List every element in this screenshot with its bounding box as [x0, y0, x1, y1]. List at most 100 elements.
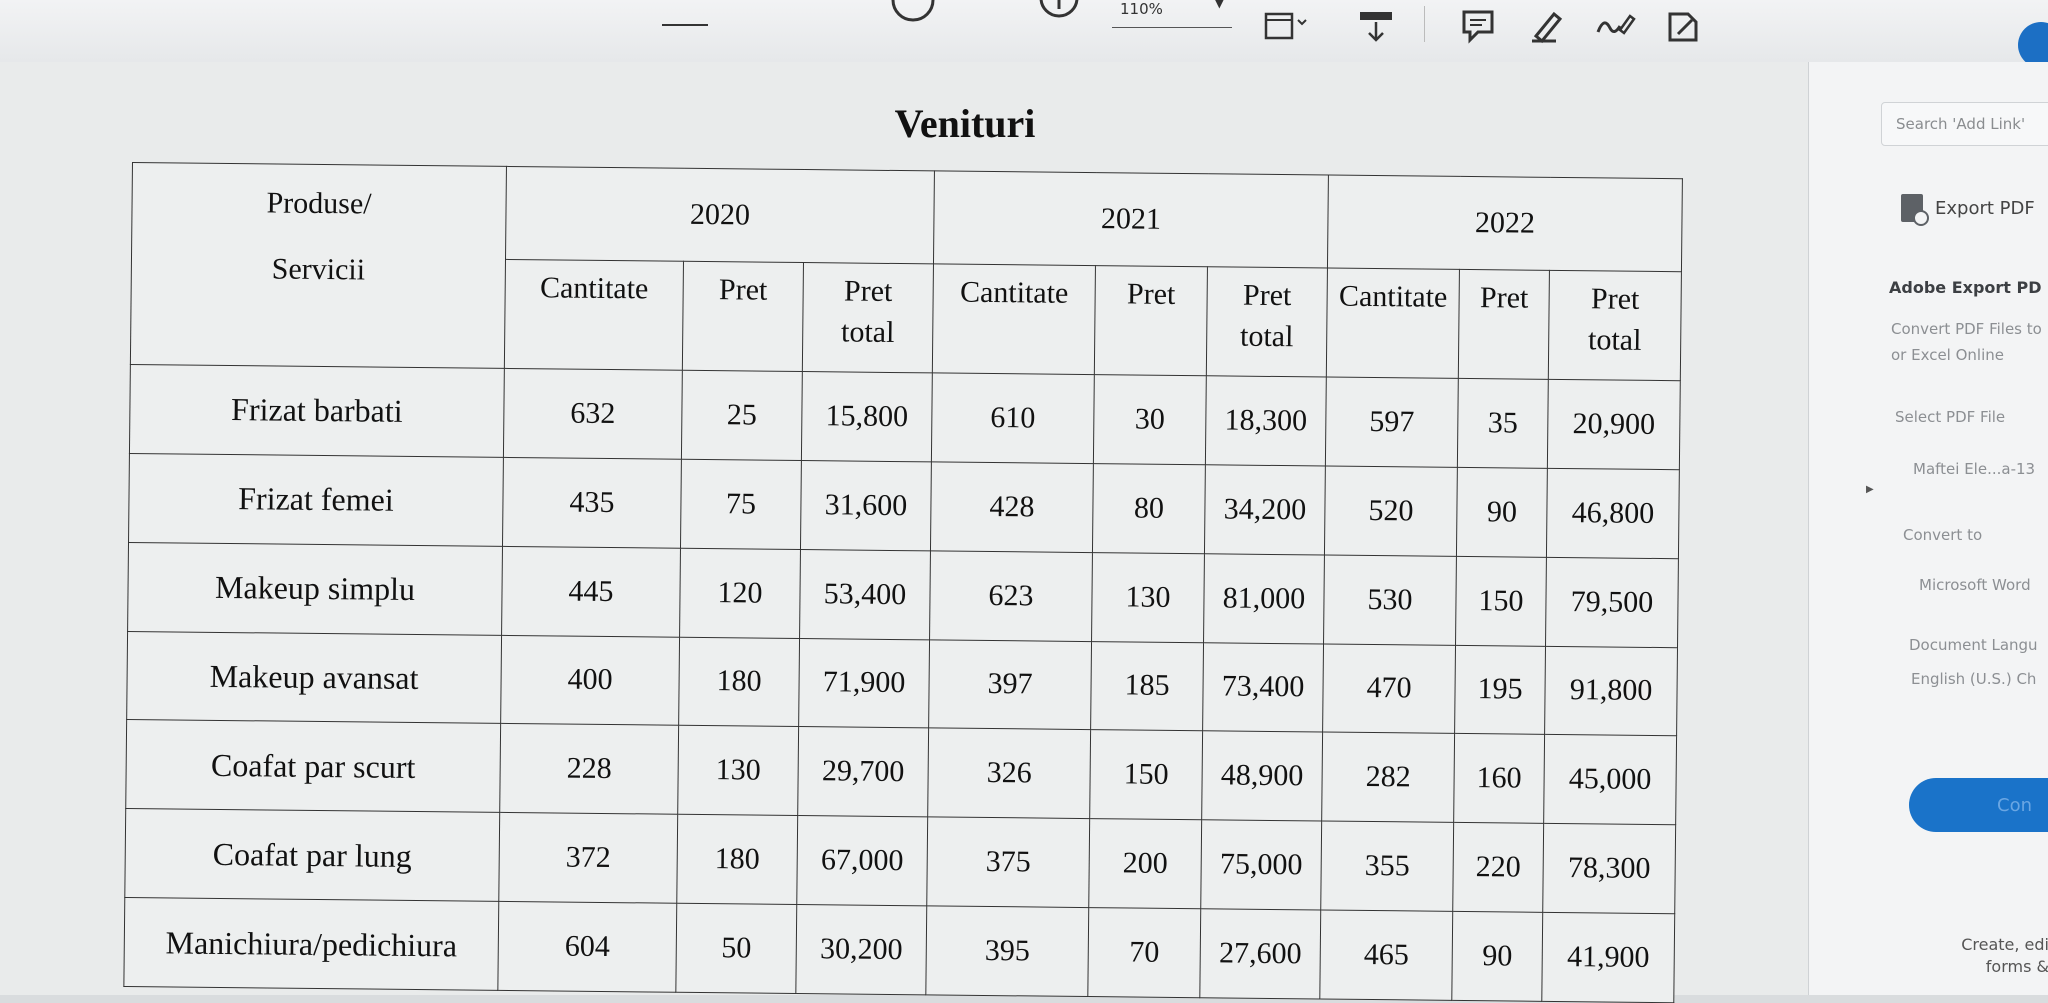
- qty-2021-cell: 375: [926, 817, 1090, 908]
- price-2022-cell: 160: [1453, 733, 1545, 824]
- format-select[interactable]: Microsoft Word: [1919, 576, 2031, 594]
- panel-desc-line-1: Convert PDF Files to: [1891, 320, 2042, 338]
- product-cell: Manichiura/pedichiura: [123, 897, 499, 991]
- selected-file-name[interactable]: Maftei Ele...a-13: [1913, 460, 2036, 478]
- zoom-value: 110%: [1120, 0, 1163, 18]
- total-2021-cell: 34,200: [1204, 464, 1326, 555]
- table-row: Frizat femei 435 75 31,600 428 80 34,200…: [128, 453, 1680, 559]
- zoom-select[interactable]: 110% ▼: [1112, 0, 1232, 28]
- total-2022-cell: 91,800: [1544, 645, 1678, 737]
- product-cell: Coafat par scurt: [125, 719, 501, 813]
- total-2022-cell: 79,500: [1545, 557, 1679, 648]
- header-corner: Produse/ Servicii: [130, 162, 507, 369]
- col-total: Pret total: [1206, 266, 1328, 378]
- table-row: Manichiura/pedichiura 604 50 30,200 395 …: [123, 897, 1675, 1003]
- sign-icon[interactable]: [1590, 6, 1638, 46]
- zoom-out-icon[interactable]: [886, 0, 940, 22]
- price-2022-cell: 195: [1454, 644, 1546, 735]
- product-cell: Makeup simplu: [127, 542, 503, 635]
- product-cell: Makeup avansat: [126, 631, 502, 724]
- panel-footer-note: Create, edi forms &: [1945, 934, 2048, 979]
- price-2021-cell: 80: [1092, 463, 1206, 554]
- price-2022-cell: 220: [1452, 822, 1544, 913]
- panel-desc-line-2: or Excel Online: [1891, 346, 2004, 364]
- table-row: Frizat barbati 632 25 15,800 610 30 18,3…: [129, 364, 1681, 470]
- zoom-in-icon[interactable]: [1036, 0, 1082, 18]
- col-total-line-1: Pret: [1242, 278, 1292, 313]
- price-2020-cell: 130: [677, 725, 799, 816]
- total-2021-cell: 48,900: [1201, 731, 1323, 822]
- total-2022-cell: 45,000: [1543, 734, 1677, 825]
- price-2021-cell: 130: [1091, 552, 1205, 643]
- qty-2020-cell: 632: [503, 368, 683, 460]
- product-cell: Frizat barbati: [129, 364, 505, 458]
- qty-2020-cell: 228: [499, 723, 679, 815]
- download-icon[interactable]: [1356, 6, 1396, 46]
- total-2021-cell: 73,400: [1202, 642, 1324, 733]
- price-2021-cell: 185: [1090, 641, 1204, 732]
- year-header-2022: 2022: [1327, 175, 1683, 272]
- price-2020-cell: 120: [679, 547, 801, 639]
- table-row: Coafat par scurt 228 130 29,700 326 150 …: [125, 719, 1677, 825]
- qty-2020-cell: 435: [502, 457, 682, 548]
- total-2020-cell: 31,600: [800, 460, 932, 551]
- document-page: Venituri Produse/ Servicii 2020 2021 202…: [0, 62, 1808, 1003]
- comment-icon[interactable]: [1458, 6, 1498, 46]
- export-pdf-label: Export PDF: [1935, 197, 2035, 219]
- price-2020-cell: 180: [676, 814, 798, 905]
- price-2020-cell: 180: [678, 636, 800, 727]
- total-2021-cell: 75,000: [1200, 819, 1322, 911]
- col-total-line-2: total: [1587, 322, 1642, 357]
- total-2020-cell: 71,900: [798, 638, 930, 729]
- price-2020-cell: 50: [675, 903, 797, 994]
- footer-line-1: Create, edi: [1961, 935, 2048, 954]
- minus-line-icon[interactable]: [660, 6, 710, 46]
- export-pdf-header[interactable]: Export PDF: [1901, 194, 2035, 226]
- total-2021-cell: 81,000: [1203, 553, 1325, 644]
- total-2022-cell: 20,900: [1547, 379, 1681, 470]
- convert-to-label: Convert to: [1903, 526, 1983, 544]
- qty-2020-cell: 372: [498, 812, 678, 904]
- top-toolbar: 110% ▼: [0, 0, 2048, 63]
- product-cell: Frizat femei: [128, 453, 504, 547]
- col-qty: Cantitate: [504, 259, 684, 371]
- chevron-down-icon: ▼: [1214, 0, 1224, 10]
- account-avatar[interactable]: [2018, 22, 2048, 68]
- qty-2020-cell: 400: [500, 634, 680, 726]
- fill-sign-icon[interactable]: [1660, 6, 1706, 46]
- corner-line-2: Servicii: [271, 252, 366, 287]
- qty-2021-cell: 623: [929, 550, 1093, 642]
- total-2022-cell: 46,800: [1546, 468, 1680, 559]
- col-total-line-2: total: [1239, 319, 1294, 353]
- total-2021-cell: 27,600: [1199, 908, 1321, 999]
- select-pdf-label: Select PDF File: [1895, 408, 2006, 426]
- qty-2022-cell: 465: [1319, 910, 1453, 1001]
- right-tools-panel: Search 'Add Link' Export PDF Adobe Expor…: [1808, 62, 2048, 995]
- qty-2022-cell: 470: [1322, 643, 1456, 734]
- col-total-line-1: Pret: [1590, 282, 1640, 316]
- table-row: Makeup simplu 445 120 53,400 623 130 81,…: [127, 542, 1679, 648]
- total-2022-cell: 41,900: [1541, 912, 1675, 1003]
- total-2020-cell: 67,000: [796, 815, 928, 906]
- footer-line-2: forms &: [1985, 957, 2048, 977]
- document-title: Venituri: [894, 101, 1036, 146]
- qty-2022-cell: 355: [1320, 821, 1454, 912]
- col-total-line-2: total: [840, 314, 895, 349]
- page-fit-icon[interactable]: [1262, 6, 1310, 46]
- doc-language-value[interactable]: English (U.S.) Ch: [1911, 670, 2037, 688]
- qty-2022-cell: 520: [1324, 465, 1458, 557]
- total-2022-cell: 78,300: [1542, 823, 1676, 914]
- qty-2022-cell: 282: [1321, 732, 1455, 823]
- year-header-2021: 2021: [933, 170, 1329, 269]
- col-price: Pret: [1458, 269, 1550, 380]
- col-total: Pret total: [802, 262, 934, 373]
- product-cell: Coafat par lung: [124, 808, 500, 902]
- col-price: Pret: [1094, 265, 1208, 376]
- highlight-icon[interactable]: [1526, 6, 1566, 46]
- price-2021-cell: 150: [1089, 729, 1203, 820]
- col-total-line-1: Pret: [843, 274, 893, 308]
- search-input[interactable]: Search 'Add Link': [1881, 102, 2048, 146]
- convert-button[interactable]: Con: [1909, 778, 2048, 832]
- price-2020-cell: 25: [681, 370, 803, 461]
- qty-2021-cell: 326: [927, 728, 1091, 819]
